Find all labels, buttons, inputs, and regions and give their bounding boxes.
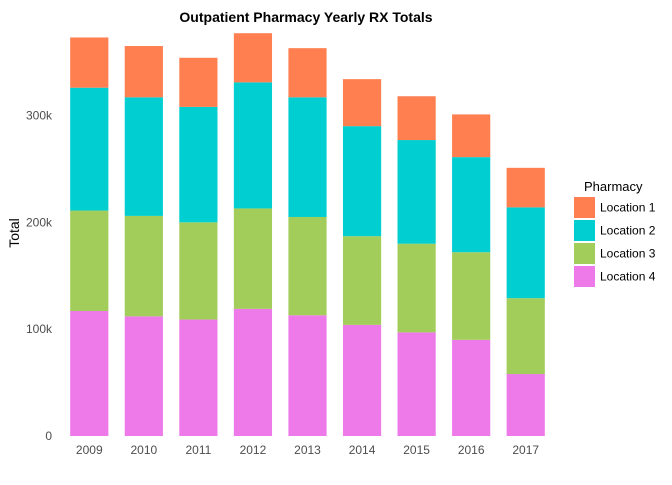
- bar-stack-2010: [124, 46, 163, 436]
- bar-stack-2009: [70, 37, 109, 436]
- bar-segment-location-3-2010: [124, 215, 163, 317]
- legend-label: Location 1: [600, 201, 656, 215]
- legend-label: Location 3: [600, 247, 656, 261]
- bar-segment-location-3-2015: [397, 243, 436, 333]
- bar-segment-location-3-2011: [179, 222, 218, 320]
- x-tick-label: 2014: [349, 443, 376, 457]
- legend-swatch: [574, 220, 595, 241]
- bar-segment-location-3-2016: [452, 252, 491, 340]
- bar-segment-location-4-2011: [179, 319, 218, 436]
- bar-segment-location-4-2015: [397, 332, 436, 436]
- bar-stack-2013: [288, 48, 327, 436]
- bar-segment-location-1-2017: [506, 167, 545, 208]
- bar-segment-location-1-2011: [179, 57, 218, 107]
- bar-segment-location-2-2014: [342, 126, 382, 237]
- bar-segment-location-4-2012: [233, 308, 273, 436]
- bar-segment-location-1-2009: [70, 37, 109, 88]
- legend-item-location-2: Location 2: [574, 220, 656, 241]
- x-tick-label: 2016: [458, 443, 485, 457]
- bar-segment-location-4-2016: [452, 339, 491, 436]
- bar-segment-location-2-2012: [233, 82, 273, 209]
- bar-segment-location-4-2013: [288, 315, 327, 436]
- legend-item-location-1: Location 1: [574, 197, 656, 218]
- bar-segment-location-2-2015: [397, 140, 436, 244]
- bars-group: [70, 33, 545, 436]
- bar-segment-location-1-2013: [288, 48, 327, 98]
- x-tick-label: 2010: [130, 443, 157, 457]
- bar-segment-location-4-2014: [342, 324, 382, 436]
- bar-segment-location-3-2009: [70, 210, 109, 311]
- bar-stack-2011: [179, 57, 218, 436]
- y-axis-ticks: 0 100k 200k 300k: [26, 108, 53, 443]
- bar-stack-2014: [342, 79, 382, 436]
- bar-segment-location-3-2017: [506, 298, 545, 375]
- legend-swatch: [574, 243, 595, 264]
- x-tick-label: 2017: [512, 443, 539, 457]
- bar-segment-location-2-2011: [179, 106, 218, 223]
- legend-item-location-4: Location 4: [574, 266, 656, 287]
- bar-stack-2012: [233, 33, 273, 436]
- x-tick-label: 2013: [294, 443, 321, 457]
- x-axis-ticks: 2009 2010 2011 2012 2013 2014 2015 2016 2017: [76, 443, 539, 457]
- y-axis-title: Total: [6, 218, 22, 248]
- bar-stack-2015: [397, 96, 436, 436]
- x-tick-label: 2009: [76, 443, 103, 457]
- bar-segment-location-1-2010: [124, 46, 163, 98]
- y-tick-label: 300k: [26, 108, 53, 122]
- bar-segment-location-4-2010: [124, 316, 163, 436]
- x-tick-label: 2011: [185, 443, 211, 457]
- bar-stack-2017: [506, 167, 545, 436]
- bar-segment-location-4-2009: [70, 310, 109, 436]
- bar-segment-location-2-2013: [288, 97, 327, 217]
- legend-swatch: [574, 197, 595, 218]
- legend-item-location-3: Location 3: [574, 243, 656, 264]
- bar-segment-location-2-2017: [506, 207, 545, 299]
- x-tick-label: 2012: [240, 443, 267, 457]
- chart-title: Outpatient Pharmacy Yearly RX Totals: [179, 9, 432, 25]
- bar-segment-location-3-2012: [233, 208, 273, 309]
- bar-segment-location-1-2015: [397, 96, 436, 141]
- x-tick-label: 2015: [403, 443, 430, 457]
- bar-segment-location-1-2016: [452, 114, 491, 158]
- bar-segment-location-2-2016: [452, 157, 491, 253]
- bar-stack-2016: [452, 114, 491, 436]
- bar-segment-location-3-2013: [288, 216, 327, 316]
- bar-segment-location-4-2017: [506, 374, 545, 436]
- bar-segment-location-1-2012: [233, 33, 273, 83]
- bar-segment-location-2-2010: [124, 97, 163, 216]
- bar-segment-location-1-2014: [342, 79, 382, 127]
- legend-label: Location 2: [600, 224, 656, 238]
- legend-title: Pharmacy: [584, 179, 643, 194]
- legend-swatch: [574, 266, 595, 287]
- y-tick-label: 200k: [26, 215, 53, 229]
- legend-items: Location 1 Location 2 Location 3 Location 4: [574, 197, 656, 287]
- legend-label: Location 4: [600, 270, 656, 284]
- bar-segment-location-2-2009: [70, 87, 109, 211]
- bar-segment-location-3-2014: [342, 236, 382, 325]
- y-tick-label: 100k: [26, 322, 53, 336]
- y-tick-label: 0: [45, 429, 52, 443]
